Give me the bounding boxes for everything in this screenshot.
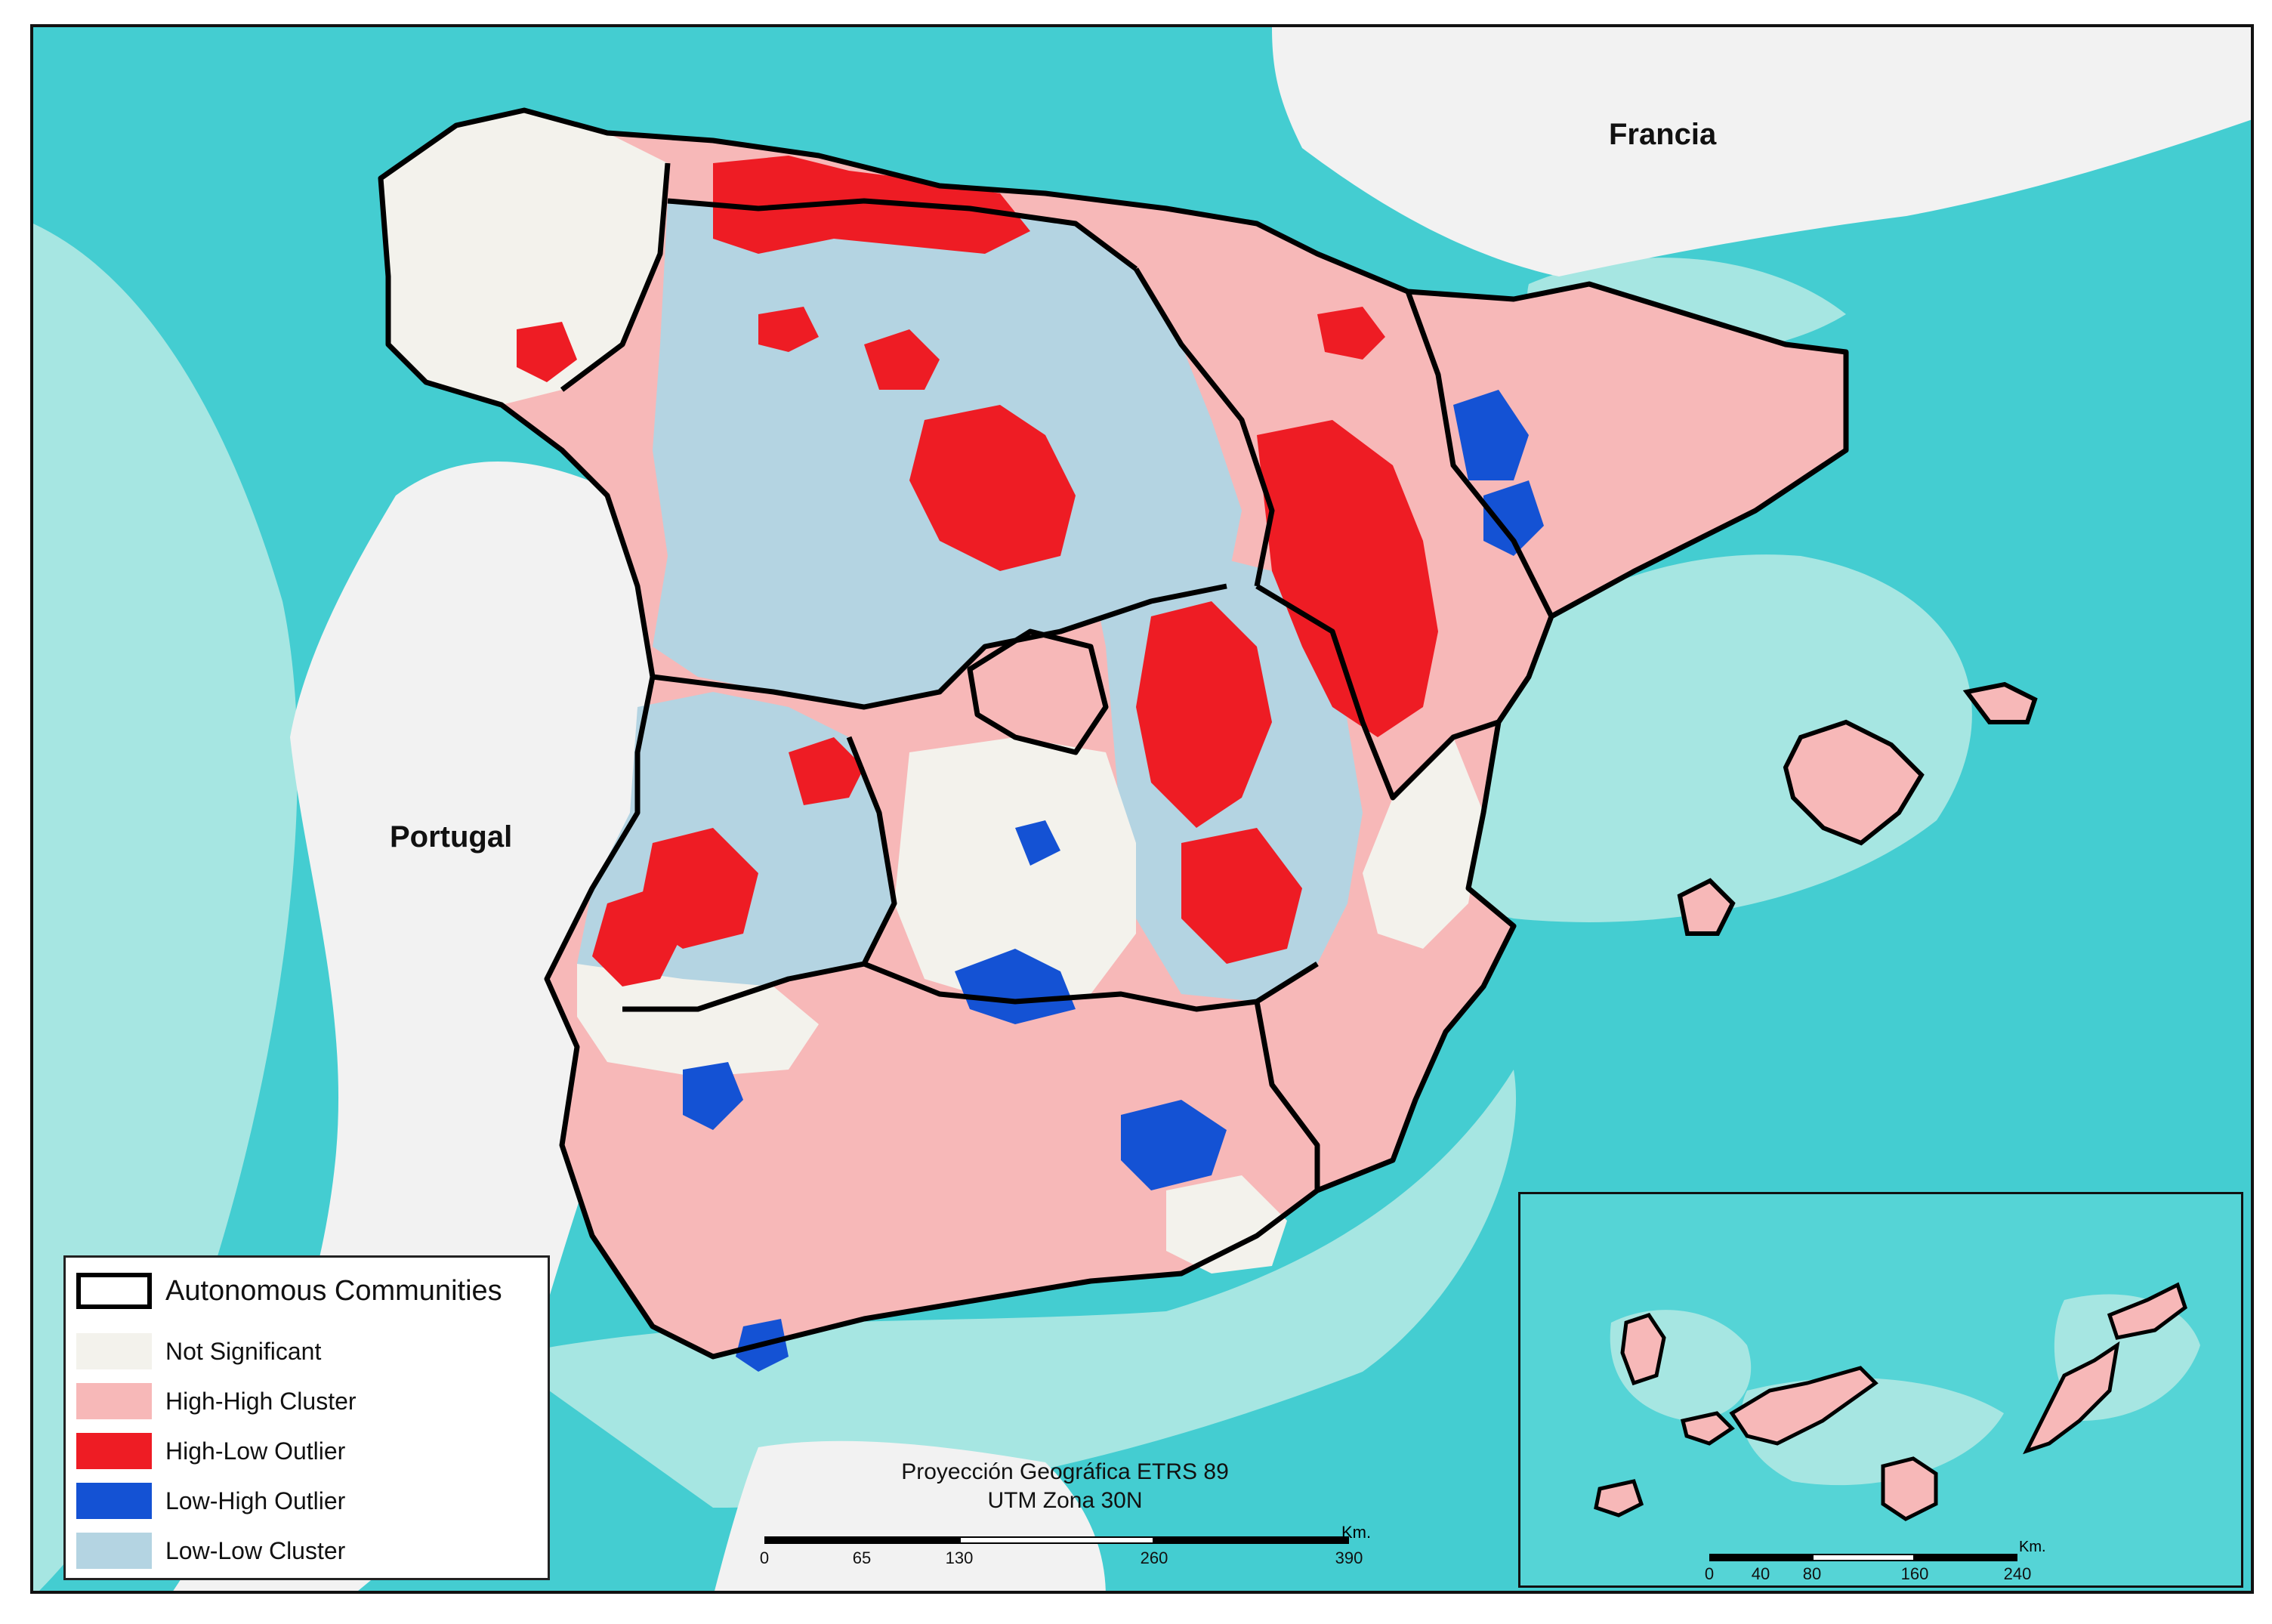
east-cyl-boundary: [1133, 267, 1275, 587]
scale-tick: 80: [1802, 1564, 1822, 1583]
legend-title: Autonomous Communities: [165, 1274, 502, 1307]
valencia-not-significant: [1363, 737, 1483, 949]
larioja-high-low: [1317, 307, 1385, 360]
cantabria-high-low: [713, 156, 1030, 254]
high-low-patches: [517, 156, 1438, 986]
projection-line-1: Proyección Geográfica ETRS 89: [901, 1459, 1229, 1484]
lleida-low-high: [1483, 480, 1544, 556]
france-land: [1272, 27, 2251, 276]
granada-not-significant: [1166, 1175, 1287, 1274]
legend-label: Low-Low Cluster: [165, 1536, 346, 1564]
scale-tick: 260: [1140, 1548, 1168, 1567]
legend-label: Not Significant: [165, 1337, 322, 1365]
la-gomera: [1680, 1411, 1735, 1446]
legend-swatch: [76, 1433, 152, 1469]
canary-islands: [1594, 1282, 2187, 1521]
scale-unit: Km.: [1341, 1523, 1372, 1542]
alburquerque-high-low: [592, 888, 683, 986]
scale-tick: 65: [852, 1548, 872, 1567]
scale-seg: [1709, 1554, 1812, 1561]
legend-header: Autonomous Communities: [76, 1268, 502, 1314]
madrid-high-high: [970, 631, 1106, 752]
lanzarote: [2107, 1282, 2187, 1340]
catalonia-boundary: [1405, 290, 1554, 618]
projection-note: Proyección Geográfica ETRS 89 UTM Zona 3…: [801, 1458, 1329, 1515]
scale-unit: Km.: [2019, 1539, 2046, 1555]
scalebar-inset: Km. 0 40 80 160 240: [1705, 1539, 2046, 1585]
scale-seg: [1915, 1554, 2017, 1561]
canary-islands-inset: Km. 0 40 80 160 240: [1518, 1192, 2243, 1588]
morocco-land: [715, 1440, 1106, 1591]
jaen-low-high: [1121, 1100, 1227, 1190]
legend-swatch: [76, 1333, 152, 1369]
albacete-high-low: [1181, 828, 1302, 964]
legend-swatch: [76, 1533, 152, 1569]
balearic-islands: [1677, 681, 2038, 936]
gran-canaria: [1881, 1456, 1938, 1521]
low-high-patches: [683, 390, 1544, 1372]
spain-outline: [378, 107, 1849, 1360]
scale-tick: 0: [759, 1548, 770, 1567]
scale-tick: 0: [1704, 1564, 1715, 1583]
menorca: [1962, 681, 2038, 724]
tenerife: [1729, 1366, 1878, 1446]
galicia-not-significant: [381, 110, 668, 405]
scale-tick: 240: [2003, 1564, 2032, 1583]
mancha-low-high: [1015, 820, 1060, 866]
projection-line-2: UTM Zona 30N: [987, 1488, 1143, 1513]
scale-seg: [959, 1536, 1154, 1544]
leon-high-low: [758, 307, 819, 352]
scale-tick: 390: [1335, 1548, 1363, 1567]
trujillo-high-low: [789, 737, 864, 805]
legend-item-high-high: High-High Cluster: [76, 1382, 357, 1421]
inset-canvas: [1520, 1194, 2241, 1585]
legend-item-not-significant: Not Significant: [76, 1332, 321, 1371]
ciudadreal-low-high: [955, 949, 1076, 1024]
legend-item-low-low: Low-Low Cluster: [76, 1531, 345, 1570]
lamancha-not-significant: [894, 737, 1136, 1002]
huelva-low-high: [683, 1062, 743, 1130]
huesca-low-high: [1453, 390, 1529, 480]
sea-shallow-south: [502, 1070, 1517, 1508]
aragon-south-boundary: [1255, 583, 1500, 801]
segovia-high-low: [909, 405, 1076, 571]
scale-tick: 130: [945, 1548, 974, 1567]
madrid-boundary: [967, 628, 1109, 755]
scale-seg: [1812, 1554, 1915, 1561]
cuenca-high-low: [1136, 601, 1272, 828]
scale-tick: 160: [1900, 1564, 1929, 1583]
scale-tick: 40: [1751, 1564, 1770, 1583]
fuerteventura: [2023, 1341, 2120, 1455]
legend-swatch: [76, 1483, 152, 1519]
galicia-boundary: [560, 162, 671, 392]
mallorca: [1783, 719, 1925, 846]
el-hierro: [1594, 1479, 1644, 1517]
legend-label: High-High Cluster: [165, 1387, 357, 1415]
legend-item-high-low: High-Low Outlier: [76, 1431, 345, 1471]
francia-label: Francia: [1609, 118, 1717, 151]
north-boundary: [667, 198, 1138, 271]
badajoz-not-significant: [577, 964, 819, 1077]
scalebar-main: Km. 0 65 130 260 390: [760, 1523, 1371, 1577]
la-palma: [1620, 1313, 1666, 1386]
scale-seg: [764, 1536, 959, 1544]
murcia-boundary: [1254, 1001, 1320, 1190]
legend-label: High-Low Outlier: [165, 1437, 346, 1465]
ibiza: [1677, 878, 1736, 936]
legend: Autonomous Communities Not Significant H…: [63, 1255, 550, 1580]
legend-label: Low-High Outlier: [165, 1487, 346, 1514]
scale-seg: [1154, 1536, 1349, 1544]
portugal-land: [173, 462, 689, 1591]
autonomous-boundaries: [378, 107, 1849, 1360]
sea-shallow-west: [33, 224, 298, 1591]
legend-boundary-swatch: [76, 1273, 152, 1309]
legend-swatch: [76, 1383, 152, 1419]
south-cyl-boundary: [652, 583, 1227, 710]
legend-item-low-high: Low-High Outlier: [76, 1481, 345, 1521]
valladolid-high-low: [864, 329, 940, 390]
lugo-high-low: [517, 322, 577, 382]
portugal-label: Portugal: [390, 820, 513, 854]
aragon-high-low: [1257, 420, 1438, 737]
